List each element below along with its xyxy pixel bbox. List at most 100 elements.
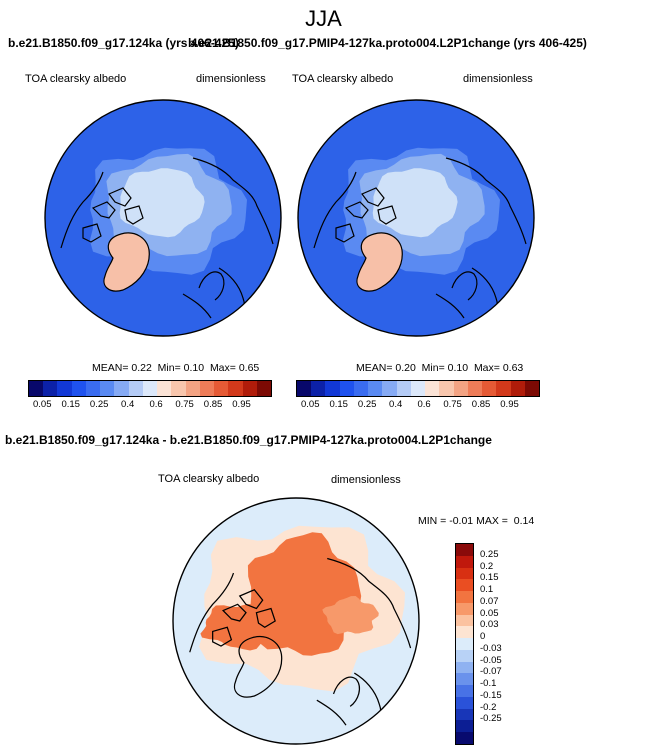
- bottom-stats: MIN = -0.01 MAX = 0.14: [418, 515, 534, 527]
- max-value: 0.63: [502, 362, 524, 374]
- colorbar-swatch: [100, 381, 115, 396]
- colorbar-tick-label: 0.4: [121, 399, 135, 410]
- coastline-segment: [344, 201, 369, 219]
- colorbar-swatch: [353, 381, 369, 396]
- colorbar-tick-label: 0.85: [471, 399, 491, 410]
- coastline-segment: [124, 205, 144, 225]
- coastline-segment: [192, 157, 274, 245]
- top-left-title: b.e21.B1850.f09_g17.124ka (yrs 406-425): [8, 36, 239, 50]
- coastline-segment: [332, 676, 361, 707]
- colorbar-tick-label: 0: [480, 631, 486, 643]
- colorbar-tick-label: 0.6: [417, 399, 431, 410]
- colorbar-swatch: [71, 381, 86, 396]
- colorbar-tick-label: -0.05: [480, 654, 502, 666]
- bottom-units: dimensionless: [331, 474, 401, 486]
- colorbar-swatch: [439, 381, 454, 396]
- top-left-colorbar: [28, 380, 272, 397]
- coastline-segment: [361, 187, 385, 207]
- colorbar-tick-label: 0.6: [149, 399, 163, 410]
- colorbar-swatch: [456, 732, 473, 745]
- colorbar-tick-label: 0.75: [175, 399, 194, 410]
- coastline-segment: [189, 572, 235, 653]
- coastline-segment: [103, 232, 150, 292]
- colorbar-tick-label: 0.95: [500, 399, 519, 410]
- colorbar-tick-label: 0.25: [357, 399, 377, 410]
- coastline-segment: [221, 603, 247, 622]
- max-value: 0.14: [513, 515, 535, 527]
- coastline-segment: [255, 607, 276, 628]
- colorbar-swatch: [510, 381, 525, 396]
- colorbar-tick-label: 0.07: [480, 595, 499, 607]
- colorbar-swatch: [339, 381, 354, 396]
- bottom-colorbar: [455, 543, 474, 745]
- colorbar-swatch: [456, 638, 473, 650]
- colorbar-swatch: [85, 381, 101, 396]
- top-right-stats: MEAN= 0.20 Min= 0.10 Max= 0.63: [356, 362, 523, 374]
- colorbar-swatch: [425, 381, 440, 396]
- colorbar-tick-label: 0.95: [232, 399, 251, 410]
- colorbar-swatch: [456, 673, 473, 686]
- sea-ice-inner-region: [119, 168, 205, 238]
- colorbar-tick-label: 0.15: [329, 399, 348, 410]
- max-label: MAX =: [476, 515, 508, 527]
- positive-anomaly-region-east: [322, 596, 379, 635]
- colorbar-swatch: [43, 381, 58, 396]
- colorbar-tick-label: 0.25: [480, 548, 499, 560]
- min-value: 0.10: [447, 362, 469, 374]
- colorbar-swatch: [157, 381, 172, 396]
- colorbar-tick-label: -0.2: [480, 701, 497, 713]
- top-left-variable: TOA clearsky albedo: [25, 73, 127, 85]
- coastline-segment: [445, 157, 527, 245]
- colorbar-swatch: [456, 567, 473, 580]
- colorbar-tick-label: 0.15: [61, 399, 80, 410]
- map-border: [172, 497, 420, 745]
- coastline-segment: [356, 232, 403, 292]
- colorbar-swatch: [456, 661, 473, 674]
- greenland-region: [103, 232, 150, 292]
- mean-label: MEAN=: [356, 362, 393, 374]
- colorbar-swatch: [128, 381, 143, 396]
- colorbar-swatch: [396, 381, 411, 396]
- colorbar-swatch: [456, 626, 473, 639]
- colorbar-swatch: [57, 381, 72, 396]
- colorbar-swatch: [482, 381, 497, 396]
- coastline-segment: [435, 293, 465, 319]
- colorbar-swatch: [29, 381, 44, 396]
- bottom-polar-map: [172, 497, 420, 745]
- colorbar-swatch: [456, 614, 473, 627]
- colorbar-swatch: [453, 381, 468, 396]
- colorbar-swatch: [456, 555, 473, 568]
- colorbar-tick-label: 0.25: [89, 399, 109, 410]
- colorbar-tick-label: -0.03: [480, 642, 502, 654]
- colorbar-tick-label: 0.1: [480, 584, 494, 596]
- coastline-segment: [82, 223, 102, 243]
- coastline-segment: [238, 588, 264, 610]
- coastline-segment: [212, 626, 233, 647]
- colorbar-tick-label: -0.15: [480, 689, 502, 701]
- colorbar-swatch: [325, 381, 340, 396]
- greenland-region: [356, 232, 403, 292]
- colorbar-swatch: [256, 381, 271, 396]
- colorbar-swatch: [456, 591, 473, 603]
- top-right-variable: TOA clearsky albedo: [292, 73, 394, 85]
- colorbar-swatch: [496, 381, 511, 396]
- colorbar-tick-label: 0.05: [300, 399, 320, 410]
- colorbar-swatch: [368, 381, 383, 396]
- positive-anomaly-region-west: [200, 604, 287, 651]
- min-value: -0.01: [449, 515, 474, 527]
- coastline: [60, 157, 274, 327]
- min-label: Min=: [421, 362, 445, 374]
- coastline-segment: [233, 636, 283, 698]
- coastline: [189, 557, 412, 735]
- top-right-units: dimensionless: [463, 73, 533, 85]
- sea-ice-inner-region: [372, 168, 458, 238]
- colorbar-swatch: [456, 696, 473, 709]
- coastline-segment: [198, 271, 225, 301]
- top-left-stats: MEAN= 0.22 Min= 0.10 Max= 0.65: [92, 362, 259, 374]
- colorbar-tick-label: 0.2: [480, 560, 494, 572]
- colorbar-swatch: [297, 381, 312, 396]
- colorbar-swatch: [242, 381, 257, 396]
- colorbar-tick-label: 0.85: [203, 399, 223, 410]
- map-border: [44, 99, 282, 337]
- coastline-segment: [91, 201, 116, 219]
